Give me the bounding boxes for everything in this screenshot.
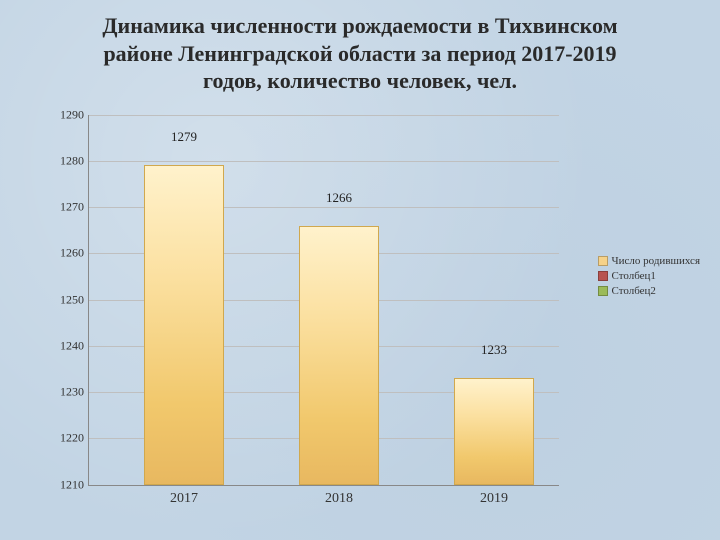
y-tick-label: 1260 — [40, 246, 84, 261]
bar — [144, 165, 224, 484]
page-title: Динамика численности рождаемости в Тихви… — [30, 12, 690, 95]
legend-item: Число родившихся — [598, 255, 701, 267]
bar-value-label: 1266 — [299, 190, 379, 208]
legend-swatch — [598, 286, 608, 296]
y-tick-label: 1280 — [40, 153, 84, 168]
plot-area: 127920171266201812332019 — [88, 115, 559, 486]
grid-line — [89, 115, 559, 116]
title-line: районе Ленинградской области за период 2… — [103, 41, 616, 66]
legend: Число родившихся Столбец1 Столбец2 — [598, 255, 701, 300]
title-line: годов, количество человек, чел. — [203, 68, 517, 93]
grid-line — [89, 161, 559, 162]
bar — [299, 226, 379, 485]
legend-label: Число родившихся — [612, 255, 701, 267]
chart-container: 127920171266201812332019 Число родившихс… — [40, 105, 700, 525]
y-tick-label: 1220 — [40, 431, 84, 446]
y-tick-label: 1250 — [40, 292, 84, 307]
legend-swatch — [598, 256, 608, 266]
y-tick-label: 1290 — [40, 107, 84, 122]
y-tick-label: 1270 — [40, 200, 84, 215]
bar-value-label: 1233 — [454, 342, 534, 360]
x-tick-label: 2018 — [289, 491, 389, 507]
bar-value-label: 1279 — [144, 129, 224, 147]
bar — [454, 378, 534, 484]
legend-swatch — [598, 271, 608, 281]
legend-item: Столбец1 — [598, 270, 701, 282]
x-tick-label: 2017 — [134, 491, 234, 507]
slide: Динамика численности рождаемости в Тихви… — [0, 0, 720, 540]
y-tick-label: 1210 — [40, 477, 84, 492]
legend-label: Столбец2 — [612, 285, 656, 297]
y-tick-label: 1230 — [40, 385, 84, 400]
x-tick-label: 2019 — [444, 491, 544, 507]
legend-item: Столбец2 — [598, 285, 701, 297]
title-line: Динамика численности рождаемости в Тихви… — [102, 13, 617, 38]
legend-label: Столбец1 — [612, 270, 656, 282]
y-tick-label: 1240 — [40, 338, 84, 353]
